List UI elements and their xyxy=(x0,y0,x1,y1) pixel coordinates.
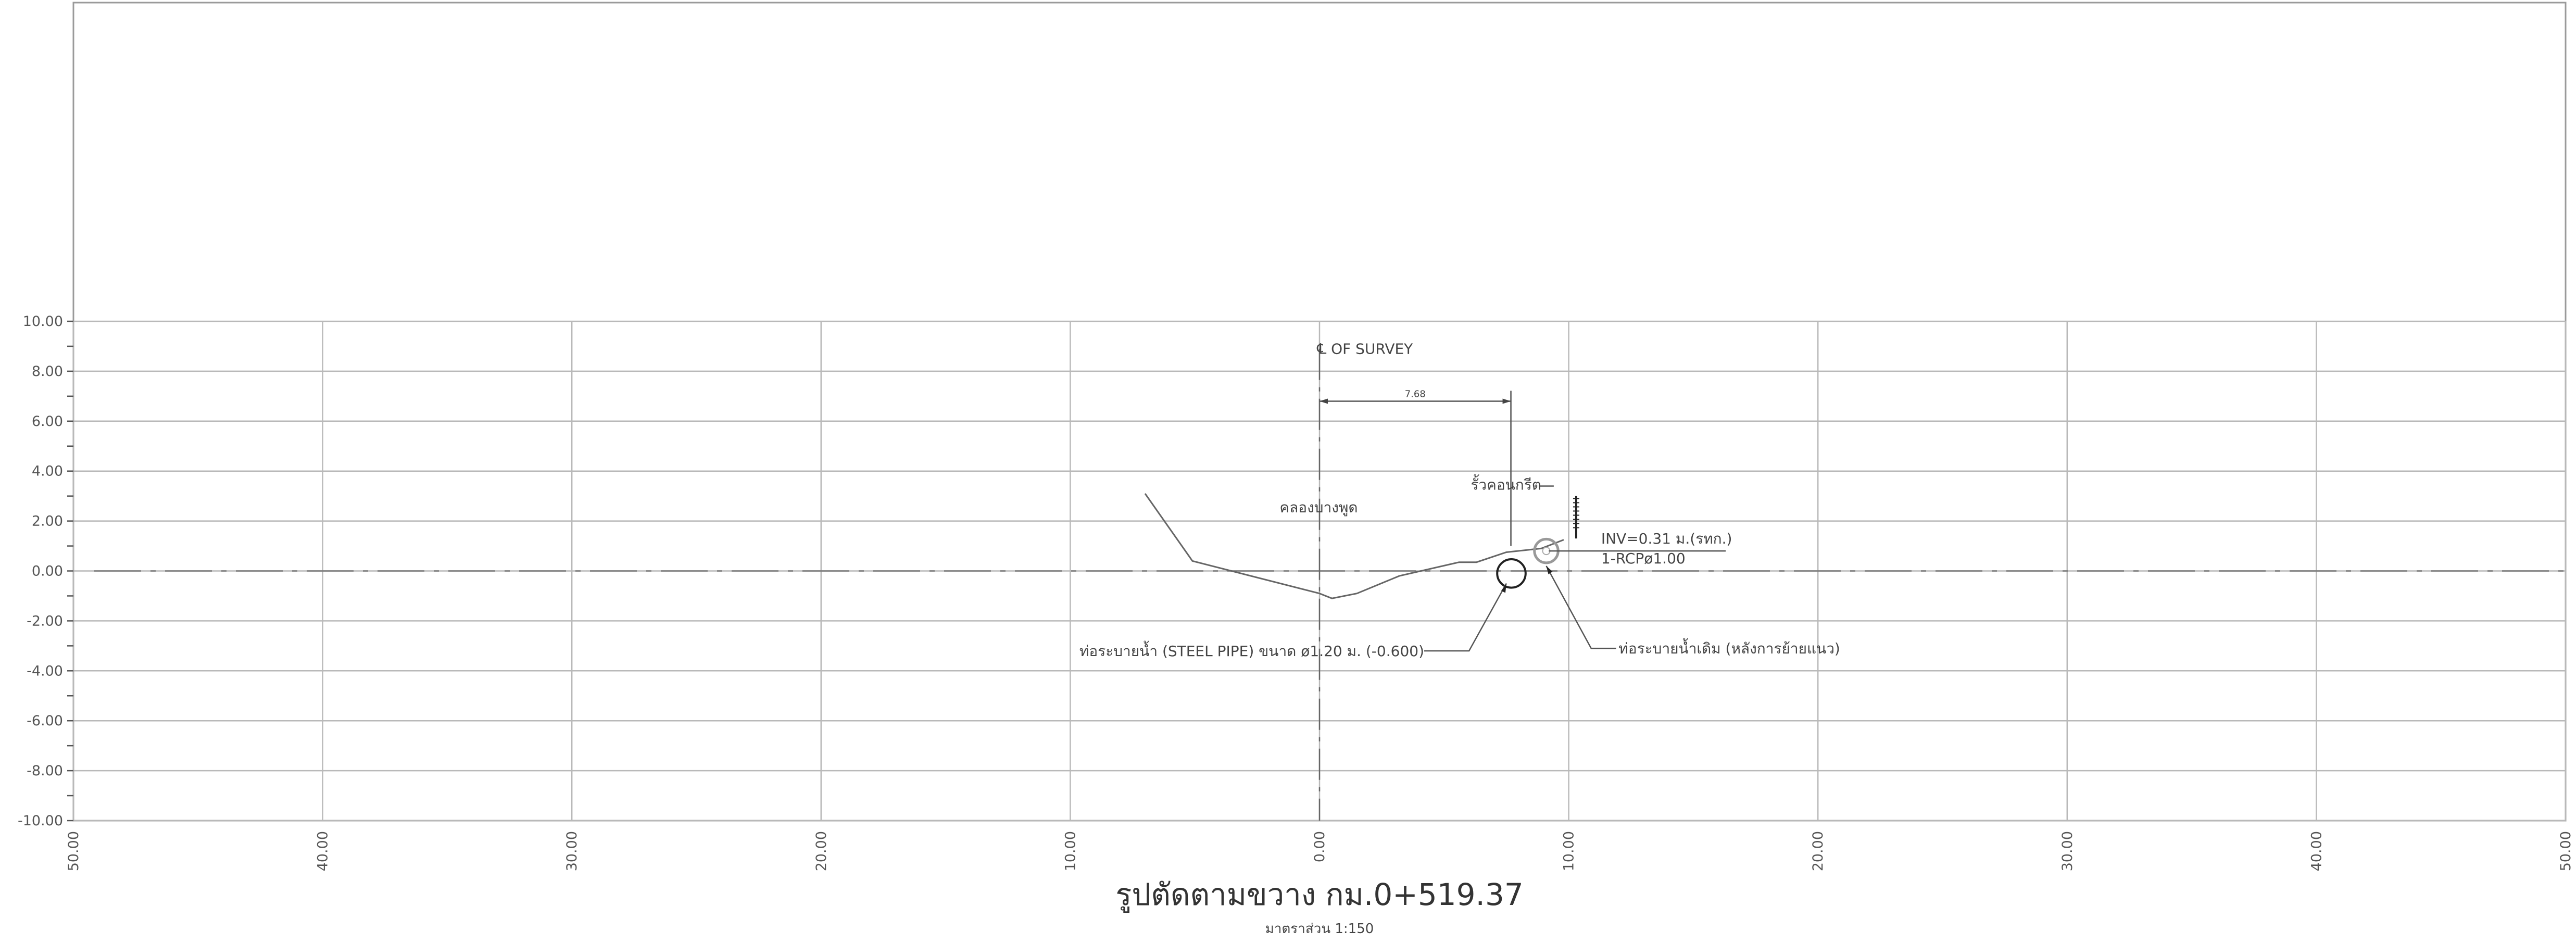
steel-pipe-arrow xyxy=(1501,583,1506,593)
steel-pipe-circle xyxy=(1496,558,1527,589)
y-tick-label: -8.00 xyxy=(27,763,63,779)
rcp-label: 1-RCPø1.00 xyxy=(1601,550,1686,567)
dimension-arrow-left xyxy=(1320,398,1328,404)
y-tick-label: 0.00 xyxy=(32,563,63,580)
pipes xyxy=(1496,537,1560,589)
y-tick-label: 8.00 xyxy=(32,363,63,380)
x-tick-label: 40.00 xyxy=(2308,831,2324,871)
canal-label: คลองบางพูด xyxy=(1279,499,1358,517)
y-tick-label: 2.00 xyxy=(32,513,63,530)
axis-ticks xyxy=(67,320,73,822)
y-tick-label: -4.00 xyxy=(27,663,63,679)
steel-pipe-label: ท่อระบายน้ำ (STEEL PIPE) ขนาด ø1.20 ม. (… xyxy=(1079,640,1424,660)
x-tick-label: 10.00 xyxy=(1561,831,1577,871)
y-tick-label: 4.00 xyxy=(32,463,63,480)
steel-pipe-leader xyxy=(1424,583,1507,652)
x-tick-label: 40.00 xyxy=(315,831,331,871)
dimension-7-68 xyxy=(1320,391,1512,546)
dimension-arrow-right xyxy=(1502,398,1511,404)
y-axis-labels: 10.00 8.00 6.00 4.00 2.00 0.00 -2.00 -4.00 -6.00… xyxy=(18,313,63,829)
concrete-fence-symbol xyxy=(1573,496,1579,539)
x-tick-label: 50.00 xyxy=(2558,831,2574,871)
x-tick-label: 20.00 xyxy=(1810,831,1826,871)
leader-lines xyxy=(1424,485,1726,652)
drawing-title: รูปตัดตามขวาง กม.0+519.37 xyxy=(1115,877,1524,913)
y-tick-label: 6.00 xyxy=(32,413,63,430)
existing-pipe-label: ท่อระบายน้ำเดิม (หลังการย้ายแนว) xyxy=(1618,638,1840,657)
existing-pipe-leader xyxy=(1545,565,1616,649)
x-axis-labels: 50.00 40.00 30.00 20.00 10.00 0.00 10.00 20.00 3… xyxy=(66,831,2574,871)
y-tick-label: 10.00 xyxy=(23,313,63,330)
x-tick-label: 20.00 xyxy=(813,831,830,871)
x-tick-label: 50.00 xyxy=(66,831,82,871)
fence-label: รั้วคอนกรีต xyxy=(1471,474,1541,494)
x-tick-label: 30.00 xyxy=(564,831,580,871)
y-tick-label: -6.00 xyxy=(27,713,63,729)
y-tick-label: -10.00 xyxy=(18,813,63,829)
y-tick-label: -2.00 xyxy=(27,613,63,629)
inv-label: INV=0.31 ม.(รทก.) xyxy=(1601,530,1732,547)
centerline-label: ℄ OF SURVEY xyxy=(1316,340,1413,357)
dimension-value: 7.68 xyxy=(1405,388,1426,399)
existing-pipe-arrow xyxy=(1546,565,1553,574)
ground-profile-line xyxy=(1144,493,1564,599)
x-tick-label: 10.00 xyxy=(1062,831,1078,871)
drawing-scale: มาตราส่วน 1:150 xyxy=(1265,921,1374,937)
x-tick-label: 30.00 xyxy=(2059,831,2076,871)
x-tick-label: 0.00 xyxy=(1312,831,1328,862)
